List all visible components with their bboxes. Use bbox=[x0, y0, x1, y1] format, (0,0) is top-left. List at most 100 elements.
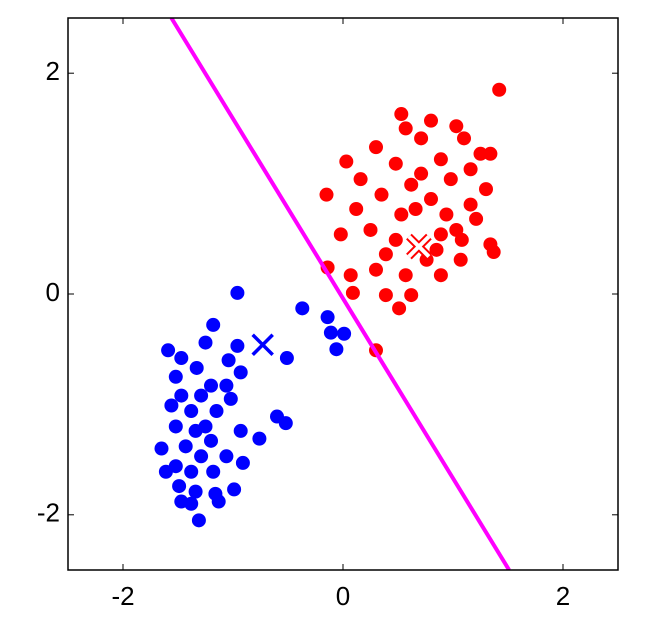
point bbox=[463, 197, 478, 212]
point bbox=[392, 301, 407, 316]
point bbox=[227, 482, 242, 497]
point bbox=[479, 182, 493, 197]
point bbox=[424, 192, 438, 207]
point bbox=[343, 268, 358, 283]
point bbox=[414, 131, 429, 146]
point bbox=[323, 325, 338, 340]
point bbox=[252, 431, 267, 446]
point bbox=[429, 242, 444, 257]
point bbox=[219, 449, 234, 464]
x-tick-label: 0 bbox=[336, 581, 350, 611]
point bbox=[339, 154, 354, 169]
point bbox=[374, 187, 389, 202]
point bbox=[168, 419, 183, 434]
point bbox=[223, 391, 238, 406]
point bbox=[221, 353, 236, 368]
point bbox=[363, 222, 378, 237]
point bbox=[349, 201, 364, 216]
point bbox=[486, 245, 501, 260]
point bbox=[194, 388, 209, 403]
point bbox=[353, 172, 368, 187]
point bbox=[164, 398, 179, 413]
point bbox=[233, 365, 248, 380]
point bbox=[398, 121, 413, 136]
x-tick-label: 2 bbox=[556, 581, 570, 611]
point bbox=[184, 496, 199, 511]
point bbox=[443, 172, 458, 187]
point bbox=[154, 441, 169, 456]
point bbox=[204, 433, 218, 448]
point bbox=[158, 464, 173, 479]
point bbox=[172, 479, 187, 494]
point bbox=[161, 343, 176, 358]
point bbox=[424, 113, 438, 128]
point bbox=[329, 342, 344, 357]
point bbox=[198, 419, 213, 434]
y-tick-label: 2 bbox=[46, 56, 60, 86]
point bbox=[394, 107, 409, 122]
point bbox=[278, 416, 293, 431]
point bbox=[337, 326, 352, 341]
point bbox=[439, 207, 454, 222]
point bbox=[219, 378, 234, 393]
point bbox=[345, 285, 360, 300]
line bbox=[169, 18, 511, 570]
point bbox=[204, 378, 218, 393]
plot bbox=[154, 18, 511, 570]
point bbox=[394, 207, 409, 222]
point bbox=[457, 131, 471, 146]
point bbox=[449, 119, 464, 134]
point bbox=[206, 464, 221, 479]
point bbox=[414, 166, 429, 181]
point bbox=[233, 423, 248, 438]
point bbox=[279, 351, 294, 366]
point bbox=[408, 201, 423, 216]
point bbox=[189, 360, 204, 375]
point bbox=[453, 252, 468, 267]
point bbox=[378, 247, 393, 262]
point bbox=[320, 310, 335, 325]
point bbox=[206, 317, 221, 332]
point bbox=[463, 162, 478, 177]
point bbox=[492, 82, 507, 97]
point bbox=[333, 227, 348, 242]
point bbox=[369, 262, 383, 277]
centroid-cross bbox=[407, 235, 431, 258]
point bbox=[230, 285, 245, 300]
point bbox=[473, 146, 488, 161]
centroid bbox=[406, 233, 432, 260]
plot-area bbox=[68, 18, 618, 570]
point bbox=[230, 338, 245, 353]
point bbox=[449, 222, 464, 237]
point bbox=[433, 227, 448, 242]
point bbox=[398, 268, 413, 283]
point bbox=[184, 404, 199, 419]
point bbox=[211, 494, 226, 509]
point bbox=[404, 177, 419, 192]
point bbox=[433, 152, 448, 167]
point bbox=[404, 288, 419, 303]
centroid bbox=[251, 333, 274, 357]
point bbox=[178, 439, 193, 454]
point bbox=[388, 156, 403, 171]
point bbox=[168, 369, 183, 384]
point bbox=[483, 146, 498, 161]
point bbox=[174, 351, 189, 366]
point bbox=[209, 404, 224, 419]
y-tick-label: 0 bbox=[46, 277, 60, 307]
centroid-cross bbox=[251, 333, 274, 357]
point bbox=[174, 388, 189, 403]
y-tick-label: -2 bbox=[37, 498, 60, 528]
point bbox=[235, 455, 250, 470]
point bbox=[295, 301, 310, 316]
x-tick-label: -2 bbox=[111, 581, 134, 611]
point bbox=[319, 187, 334, 202]
point bbox=[388, 232, 403, 247]
point bbox=[469, 211, 484, 226]
point bbox=[198, 335, 213, 350]
point bbox=[184, 464, 199, 479]
point bbox=[194, 449, 209, 464]
point bbox=[433, 268, 448, 283]
point bbox=[369, 140, 383, 155]
